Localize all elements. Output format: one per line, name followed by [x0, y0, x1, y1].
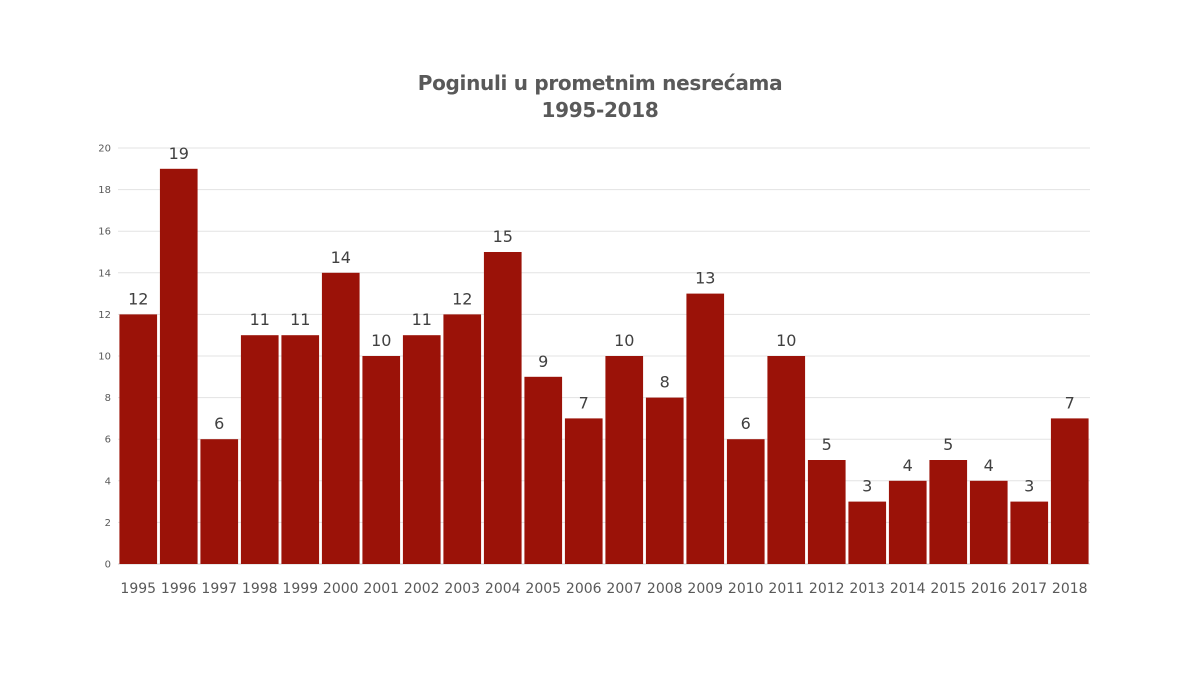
y-tick-label: 2 — [105, 518, 111, 529]
x-tick-label: 2009 — [687, 581, 723, 597]
bar — [605, 356, 644, 564]
bar — [281, 335, 320, 564]
data-label: 6 — [214, 414, 224, 433]
data-labels: 12 19 6 11 11 14 10 11 12 15 9 7 10 8 13 6 10 5 3 4 5 4 3 7 — [128, 144, 1075, 496]
bar — [443, 314, 482, 564]
bar — [1010, 501, 1049, 564]
x-tick-label: 1996 — [161, 581, 197, 597]
data-label: 12 — [128, 289, 148, 308]
y-tick-label: 16 — [98, 227, 111, 238]
data-label: 12 — [452, 289, 472, 308]
bar — [483, 252, 522, 564]
y-tick-label: 20 — [98, 144, 111, 155]
bar — [686, 293, 725, 564]
x-tick-label: 2001 — [363, 581, 399, 597]
x-tick-label: 2005 — [525, 581, 561, 597]
x-tick-label: 2000 — [323, 581, 359, 597]
bar — [929, 460, 968, 564]
bar — [564, 418, 603, 564]
x-tick-label: 1999 — [282, 581, 318, 597]
bar — [321, 272, 360, 564]
bar — [969, 480, 1008, 564]
x-tick-label: 2003 — [444, 581, 480, 597]
data-label: 5 — [943, 435, 953, 454]
data-label: 10 — [614, 331, 634, 350]
data-label: 10 — [371, 331, 391, 350]
bar — [888, 480, 927, 564]
data-label: 8 — [660, 373, 670, 392]
data-label: 11 — [290, 310, 310, 329]
bars — [119, 168, 1089, 565]
bar — [524, 376, 563, 564]
x-tick-label: 2011 — [768, 581, 804, 597]
data-label: 19 — [169, 144, 189, 163]
data-label: 4 — [984, 456, 994, 475]
bar — [119, 314, 158, 564]
bar — [200, 439, 239, 564]
bar — [645, 397, 684, 564]
data-label: 7 — [1065, 393, 1075, 412]
bar — [807, 460, 846, 564]
y-tick-label: 4 — [105, 476, 111, 487]
x-tick-label: 2004 — [485, 581, 521, 597]
bar — [848, 501, 887, 564]
data-label: 13 — [695, 269, 715, 288]
bar — [240, 335, 279, 564]
data-label: 11 — [250, 310, 270, 329]
x-tick-label: 2017 — [1011, 581, 1047, 597]
data-label: 9 — [538, 352, 548, 371]
x-tick-label: 2012 — [809, 581, 845, 597]
x-tick-label: 2007 — [606, 581, 642, 597]
bar — [726, 439, 765, 564]
y-tick-label: 18 — [98, 185, 111, 196]
data-label: 6 — [741, 414, 751, 433]
x-tick-label: 1997 — [201, 581, 237, 597]
y-tick-label: 6 — [105, 435, 111, 446]
x-tick-label: 2018 — [1052, 581, 1088, 597]
x-tick-label: 2013 — [849, 581, 885, 597]
gridlines — [118, 147, 1090, 565]
bar — [402, 335, 441, 564]
bar — [362, 356, 401, 564]
bar — [159, 168, 198, 565]
y-tick-label: 12 — [98, 310, 111, 321]
x-tick-label: 1998 — [242, 581, 278, 597]
data-label: 3 — [862, 477, 872, 496]
y-axis: 0 2 4 6 8 10 12 14 16 18 20 — [98, 144, 111, 571]
data-label: 14 — [331, 248, 351, 267]
data-label: 3 — [1024, 477, 1034, 496]
chart-subtitle: 1995-2018 — [541, 98, 659, 122]
x-tick-label: 2016 — [971, 581, 1007, 597]
y-tick-label: 8 — [105, 393, 111, 404]
x-tick-label: 2008 — [647, 581, 683, 597]
bar — [767, 356, 806, 564]
chart-title-main: Poginuli u prometnim nesrećama — [417, 71, 783, 95]
data-label: 4 — [903, 456, 913, 475]
data-label: 15 — [493, 227, 513, 246]
data-label: 5 — [822, 435, 832, 454]
data-label: 7 — [579, 393, 589, 412]
chart-title: Poginuli u prometnim nesrećama 1995-2018 — [0, 70, 1200, 124]
y-tick-label: 14 — [98, 268, 111, 279]
y-tick-label: 10 — [98, 352, 111, 363]
bar — [1050, 418, 1089, 564]
data-label: 10 — [776, 331, 796, 350]
x-tick-label: 2006 — [566, 581, 602, 597]
x-tick-label: 2015 — [930, 581, 966, 597]
x-tick-label: 2002 — [404, 581, 440, 597]
x-tick-label: 1995 — [120, 581, 156, 597]
y-tick-label: 0 — [105, 560, 111, 571]
data-label: 11 — [412, 310, 432, 329]
x-axis: 1995 1996 1997 1998 1999 2000 2001 2002 2003 2004… — [120, 581, 1087, 597]
x-tick-label: 2014 — [890, 581, 926, 597]
x-tick-label: 2010 — [728, 581, 764, 597]
